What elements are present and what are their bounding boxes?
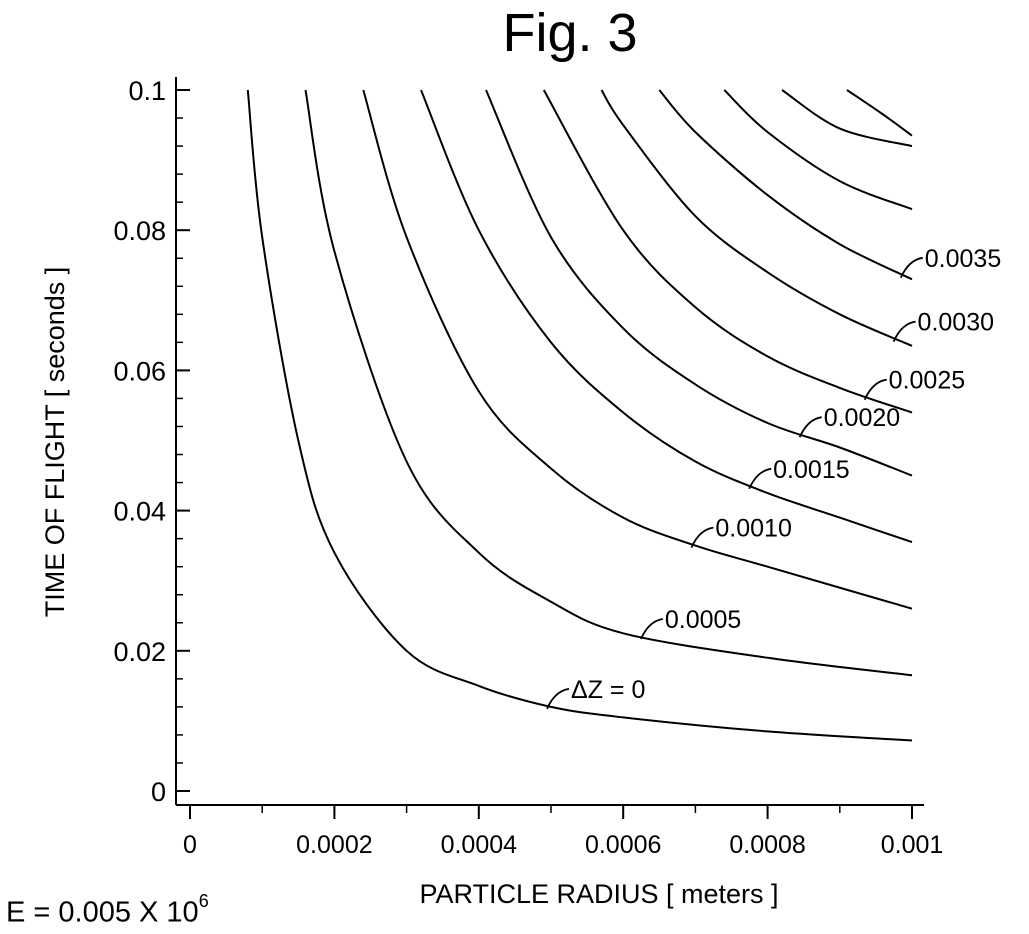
y-tick-label: 0 <box>151 777 166 807</box>
x-tick-label: 0.0004 <box>441 831 518 859</box>
contour-label: 0.0010 <box>715 515 791 543</box>
contour-curves <box>246 89 913 742</box>
x-tick-label: 0.0006 <box>585 831 661 859</box>
field-strength-note: E = 0.005 X 106 <box>6 891 209 930</box>
contour-label-leader <box>546 688 570 710</box>
axis-tick-labels: 0 0.02 0.04 0.06 0.08 0.1 0 0.0002 0.0004 0.0006 0… <box>113 76 943 859</box>
plot-frame <box>175 77 924 806</box>
y-tick-label: 0.06 <box>113 356 166 386</box>
contour-line <box>246 89 913 742</box>
y-axis-title: TIME OF FLIGHT [ seconds ] <box>40 267 70 618</box>
contour-label: 0.0035 <box>925 245 1001 273</box>
contour-label-leader <box>690 526 714 548</box>
contour-label: 0.0025 <box>889 367 965 395</box>
contour-line <box>362 89 913 610</box>
axis-ticks <box>176 89 913 819</box>
x-axis-title: PARTICLE RADIUS [ meters ] <box>419 879 778 909</box>
figure-title: Fig. 3 <box>502 3 638 63</box>
contour-line <box>420 89 913 544</box>
contour-line <box>542 89 913 414</box>
y-tick-label: 0.1 <box>128 76 166 106</box>
field-strength-note-exponent: 6 <box>198 891 209 911</box>
contour-label: 0.0020 <box>824 404 900 432</box>
y-tick-label: 0.04 <box>113 497 166 527</box>
contour-label-leader <box>640 618 664 640</box>
contour-label-leader <box>748 467 772 490</box>
contour-label-leader <box>899 256 923 279</box>
contour-line <box>658 89 913 281</box>
contour-label: ΔZ = 0 <box>571 676 645 704</box>
x-tick-label: 0 <box>183 831 197 859</box>
contour-label-leader <box>863 378 887 401</box>
contour-line <box>600 89 913 347</box>
y-tick-label: 0.08 <box>113 216 166 246</box>
contour-line <box>723 89 913 211</box>
contour-line <box>781 89 913 148</box>
contour-line <box>304 89 913 677</box>
contour-label-leader <box>798 416 822 438</box>
x-tick-label: 0.0002 <box>296 831 372 859</box>
contour-label: 0.0015 <box>773 456 849 484</box>
contour-label: 0.0005 <box>665 606 741 634</box>
field-strength-note-base: E = 0.005 X 10 <box>6 896 199 929</box>
contour-line <box>846 89 913 137</box>
contour-labels: ΔZ = 0 0.0005 0.0010 0.0015 0.0020 0.0025 0.00… <box>546 245 1001 710</box>
y-tick-label: 0.02 <box>113 637 166 667</box>
contour-label-leader <box>892 320 916 342</box>
x-tick-label: 0.001 <box>881 831 944 859</box>
contour-label: 0.0030 <box>918 309 994 337</box>
contour-line <box>485 89 913 477</box>
x-tick-label: 0.0008 <box>729 831 805 859</box>
